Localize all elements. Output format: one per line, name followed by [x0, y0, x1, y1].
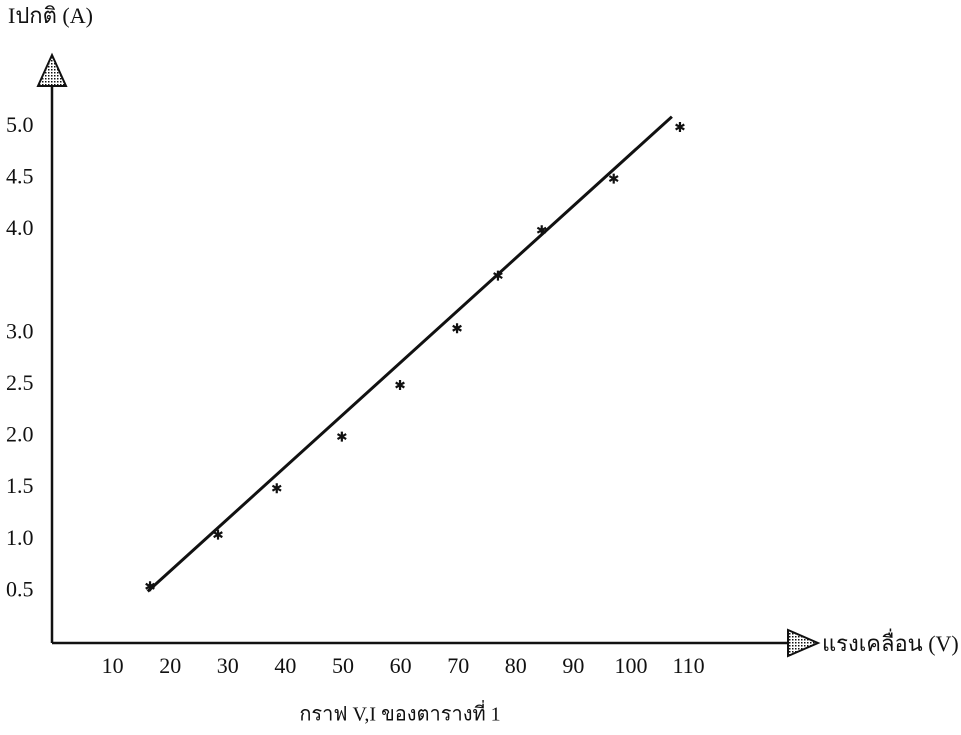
- y-tick-label: 2.5: [6, 370, 34, 395]
- y-tick-label: 5.0: [6, 112, 34, 137]
- caption: กราฟ V,I ของตารางที่ 1: [299, 700, 500, 726]
- fit-line: [148, 117, 672, 592]
- y-tick-label: 1.5: [6, 473, 34, 498]
- x-tick-label: 110: [673, 653, 705, 678]
- y-axis-arrow: [38, 55, 66, 86]
- y-axis-title: Iปกติ (A): [8, 3, 93, 28]
- data-point: [396, 380, 405, 390]
- data-point: [453, 323, 462, 333]
- data-point: [676, 122, 685, 132]
- data-point: [272, 483, 281, 493]
- x-tick-label: 10: [102, 653, 124, 678]
- x-tick-label: 40: [274, 653, 296, 678]
- x-tick-label: 30: [217, 653, 239, 678]
- x-tick-label: 20: [159, 653, 181, 678]
- data-point: [338, 432, 347, 442]
- y-tick-label: 0.5: [6, 576, 34, 601]
- x-tick-label: 80: [505, 653, 527, 678]
- x-tick-label: 100: [615, 653, 648, 678]
- y-tick-label: 1.0: [6, 525, 34, 550]
- x-tick-label: 70: [447, 653, 469, 678]
- x-tick-label: 60: [390, 653, 412, 678]
- y-tick-label: 4.0: [6, 215, 34, 240]
- y-tick-label: 3.0: [6, 318, 34, 343]
- chart: Iปกติ (A) แรงเคลื่อน (V) กราฟ V,I ของตาร…: [0, 0, 961, 735]
- x-axis-title: แรงเคลื่อน (V): [822, 628, 959, 656]
- x-axis-arrow: [788, 630, 818, 656]
- y-tick-label: 4.5: [6, 164, 34, 189]
- data-point: [609, 174, 618, 184]
- y-tick-label: 2.0: [6, 422, 34, 447]
- x-tick-label: 50: [332, 653, 354, 678]
- x-tick-label: 90: [562, 653, 584, 678]
